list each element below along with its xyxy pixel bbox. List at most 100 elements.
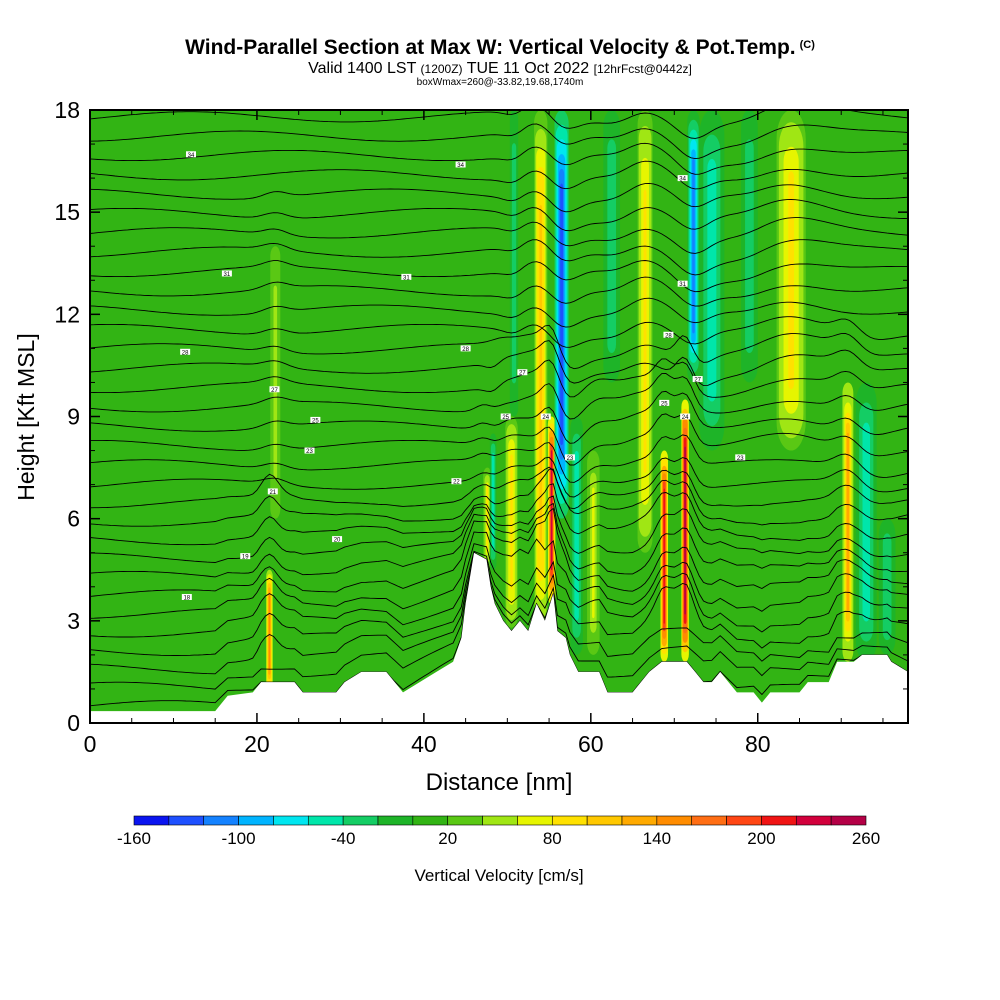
x-tick-label: 20: [244, 731, 270, 757]
updraft-band-level: [788, 171, 795, 390]
downdraft-band-0: [489, 433, 497, 570]
theta-contour: [90, 543, 908, 638]
contour-label: 31: [401, 273, 412, 281]
contour-label-text: 34: [188, 153, 195, 159]
y-tick-label: 15: [54, 199, 80, 225]
contour-label: 27: [517, 369, 528, 377]
forecast-info: [12hrFcst@0442z]: [593, 62, 692, 76]
colorbar-tick-label: 20: [438, 829, 457, 848]
theta-contour: [90, 531, 908, 619]
contour-label-text: 19: [242, 555, 249, 561]
contour-label-box: [240, 553, 251, 560]
contour-label-text: 28: [462, 347, 469, 353]
updraft-band-4: [534, 110, 548, 638]
velocity-field: [266, 110, 896, 693]
contour-label: 23: [564, 454, 575, 462]
contour-label-box: [181, 593, 192, 600]
contour-label: 19: [240, 553, 251, 561]
updraft-band-level: [268, 591, 271, 671]
y-tick-label: 12: [54, 301, 80, 327]
contour-label: 22: [451, 478, 462, 486]
colorbar-swatch: [238, 815, 274, 826]
colorbar-swatch: [795, 815, 832, 826]
contour-label-text: 27: [519, 371, 526, 377]
downdraft-band-level: [864, 432, 869, 612]
contour-label-text: 31: [224, 272, 231, 278]
theta-contour: [90, 358, 908, 398]
x-tick-label: 60: [578, 731, 604, 757]
theta-contour: [90, 483, 908, 546]
contour-label-box: [680, 413, 691, 420]
y-tick-label: 6: [67, 506, 80, 532]
y-tick-label: 18: [54, 97, 80, 123]
colorbar-tick-label: -160: [117, 829, 151, 848]
contour-label-text: 25: [661, 401, 668, 407]
downdraft-band-3: [570, 416, 583, 655]
contour-label: 34: [185, 151, 196, 159]
theta-contour: [90, 199, 908, 232]
contour-label-text: 25: [312, 418, 319, 424]
colorbar-swatch: [447, 815, 483, 826]
theta-contour: [90, 466, 908, 510]
contour-label-box: [180, 348, 191, 355]
colorbar-tick-label: -100: [222, 829, 256, 848]
terrain-fill: [90, 552, 908, 723]
chart-title-text: Wind-Parallel Section at Max W: Vertical…: [185, 36, 796, 59]
updraft-band-10: [776, 110, 806, 451]
downdraft-band-5: [687, 110, 700, 383]
contour-label-box: [663, 331, 674, 338]
downdraft-band-7: [741, 110, 758, 383]
chart-title: Wind-Parallel Section at Max W: Vertical…: [0, 36, 1000, 60]
x-tick-label: 40: [411, 731, 437, 757]
x-tick-label: 0: [84, 731, 97, 757]
y-tick-label: 3: [67, 608, 80, 634]
downdraft-band-level: [747, 159, 752, 334]
contour-label-box: [401, 273, 412, 280]
contour-label: 23: [735, 454, 746, 462]
colorbar-swatch: [412, 815, 449, 826]
colorbar-swatch: [168, 815, 205, 826]
contour-label-box: [500, 413, 511, 420]
colorbar-swatch: [133, 815, 170, 826]
contour-label-text: 24: [682, 415, 689, 421]
contour-label-text: 21: [269, 490, 276, 496]
contour-label: 24: [540, 413, 551, 421]
contour-label: 18: [181, 593, 192, 601]
contour-label: 27: [269, 386, 280, 394]
updraft-band-3: [505, 416, 518, 628]
contour-label: 21: [267, 488, 278, 496]
contour-label-box: [659, 399, 670, 406]
theta-contour: [90, 316, 908, 348]
contour-label-box: [269, 386, 280, 393]
theta-contour: [90, 373, 908, 420]
theta-contour: [90, 217, 908, 254]
contour-label-box: [517, 369, 528, 376]
contour-label-box: [677, 280, 688, 287]
contour-label-text: 18: [183, 595, 190, 601]
chart-subtitle: Valid 1400 LST (1200Z) TUE 11 Oct 2022 […: [0, 60, 1000, 78]
contour-label-box: [304, 447, 315, 454]
theta-contour: [90, 495, 908, 563]
colorbar-swatch: [761, 815, 797, 826]
downdraft-band-6: [699, 110, 725, 451]
colorbar-swatch: [691, 815, 727, 826]
colorbar-tick-label: 80: [543, 829, 562, 848]
colorbar-swatch: [203, 815, 239, 826]
colorbar-swatch: [726, 815, 762, 826]
contour-label: 25: [659, 399, 670, 407]
contour-label: 23: [304, 447, 315, 455]
downdraft-band-8: [855, 382, 877, 662]
theta-contour: [90, 260, 908, 293]
colorbar-swatch: [342, 815, 379, 826]
contour-label-text: 23: [567, 456, 574, 462]
contour-label: 20: [332, 536, 343, 544]
contour-label: 24: [680, 413, 691, 421]
contour-label-box: [692, 376, 703, 383]
colorbar-tick-label: -40: [331, 829, 356, 848]
updraft-band-level: [592, 487, 595, 619]
downdraft-band-level: [492, 458, 494, 546]
theta-contour: [90, 276, 908, 307]
theta-contour: [90, 507, 908, 597]
theta-contour: [90, 324, 908, 370]
contour-label-text: 31: [403, 275, 410, 281]
